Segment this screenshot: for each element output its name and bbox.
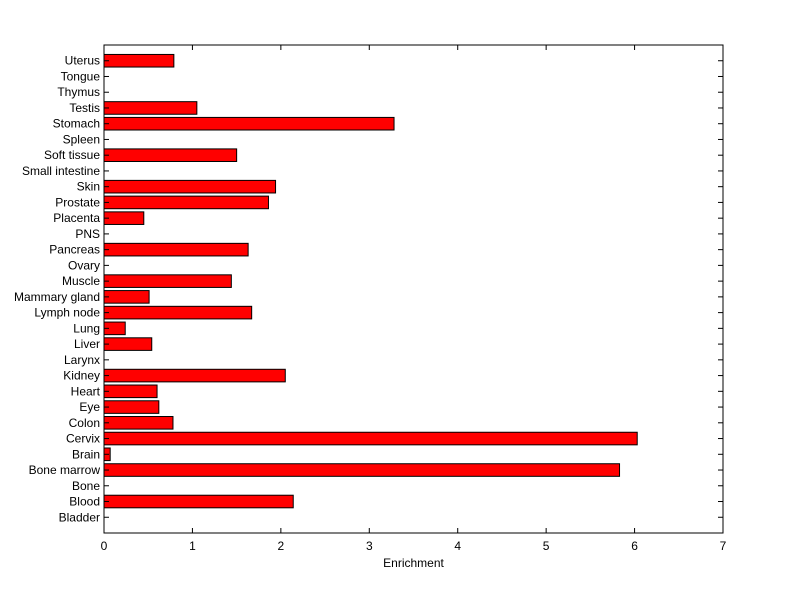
y-tick-label-bone-marrow: Bone marrow (29, 463, 101, 477)
bar-kidney (103, 368, 286, 383)
y-tick-label-bone: Bone (72, 479, 100, 493)
y-tick-label-stomach: Stomach (53, 117, 100, 131)
bar-lymph-node (103, 305, 253, 320)
y-tick-label-heart: Heart (71, 384, 101, 398)
x-tick-label: 3 (366, 539, 373, 553)
plot-frame (103, 44, 724, 534)
y-tick-label-mammary-gland: Mammary gland (14, 290, 100, 304)
bar-cervix (103, 431, 638, 446)
bar-testis (103, 101, 198, 115)
y-tick-label-bladder: Bladder (59, 510, 100, 524)
y-tick-label-prostate: Prostate (55, 195, 100, 209)
y-tick-label-pancreas: Pancreas (49, 243, 100, 257)
y-tick-label-thymus: Thymus (57, 85, 100, 99)
y-tick-label-colon: Colon (69, 416, 100, 430)
bar-blood (103, 494, 294, 509)
bar-liver (103, 337, 153, 351)
y-tick-label-placenta: Placenta (53, 211, 100, 225)
y-tick-label-lung: Lung (73, 321, 100, 335)
x-tick-label: 2 (278, 539, 285, 553)
x-tick-label: 0 (101, 539, 108, 553)
bar-soft-tissue (103, 148, 238, 162)
y-tick-label-small-intestine: Small intestine (22, 164, 100, 178)
y-tick-label-larynx: Larynx (64, 353, 100, 367)
y-tick-label-skin: Skin (77, 180, 100, 194)
y-tick-label-cervix: Cervix (66, 432, 100, 446)
y-tick-label-uterus: Uterus (65, 54, 100, 68)
bar-muscle (103, 274, 232, 288)
y-tick-label-tongue: Tongue (61, 69, 101, 83)
bar-eye (103, 400, 160, 414)
x-tick-label: 5 (543, 539, 550, 553)
x-ticks-group: 0 1 2 3 4 5 6 7 (101, 45, 727, 553)
bar-stomach (103, 116, 395, 131)
y-tick-label-liver: Liver (74, 337, 100, 351)
y-tick-label-blood: Blood (69, 495, 100, 509)
x-tick-label: 7 (720, 539, 727, 553)
y-tick-label-testis: Testis (69, 101, 100, 115)
y-tick-label-soft-tissue: Soft tissue (44, 148, 100, 162)
y-tick-label-ovary: Ovary (68, 258, 100, 272)
y-tick-label-lymph-node: Lymph node (34, 306, 100, 320)
bar-pancreas (103, 242, 249, 257)
y-tick-label-kidney: Kidney (63, 369, 100, 383)
bar-uterus (103, 53, 175, 68)
y-tick-label-brain: Brain (72, 447, 100, 461)
x-tick-label: 6 (631, 539, 638, 553)
bar-prostate (103, 195, 269, 210)
bar-mammary-gland (103, 290, 150, 304)
bar-bone-marrow (103, 463, 621, 477)
bar-colon (103, 416, 174, 430)
y-tick-label-eye: Eye (79, 400, 100, 414)
x-axis-title: Enrichment (383, 556, 444, 570)
bar-skin (103, 179, 277, 194)
bar-placenta (103, 211, 145, 225)
x-tick-label: 4 (454, 539, 461, 553)
y-tick-label-pns: PNS (75, 227, 100, 241)
bar-heart (103, 384, 158, 399)
x-tick-label: 1 (189, 539, 196, 553)
y-tick-label-spleen: Spleen (63, 132, 100, 146)
y-tick-label-muscle: Muscle (62, 274, 100, 288)
